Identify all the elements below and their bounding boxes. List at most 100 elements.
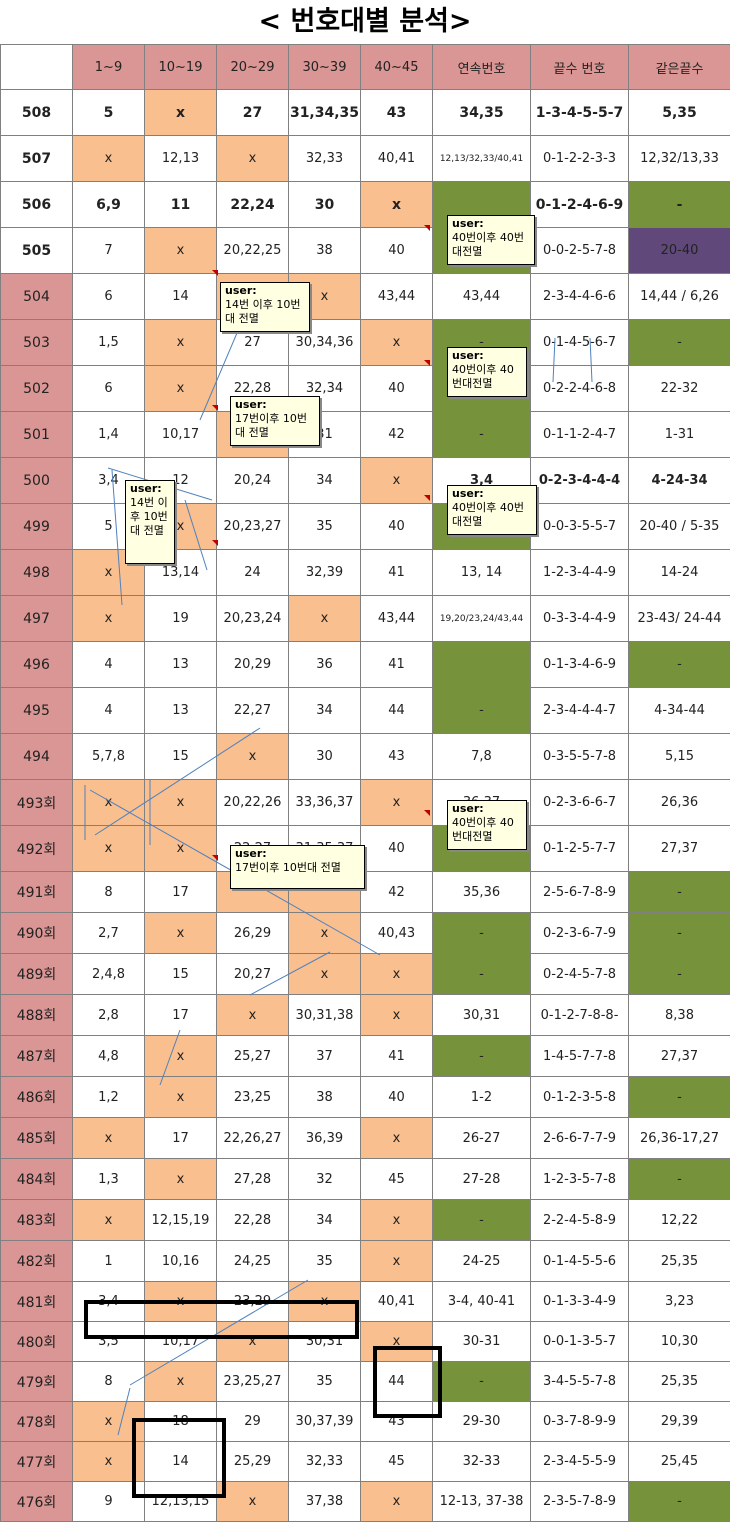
value-cell: 14 [145, 274, 217, 320]
column-header: 30~39 [289, 45, 361, 90]
value-cell: 2-3-4-5-5-9 [531, 1442, 629, 1482]
value-cell: 17 [145, 995, 217, 1036]
value-cell: 12,22 [629, 1200, 730, 1241]
value-cell: 38 [289, 1077, 361, 1118]
value-cell: x [217, 734, 289, 780]
value-cell: 34 [289, 458, 361, 504]
value-cell: x [145, 1036, 217, 1077]
value-cell: 4-24-34 [629, 458, 730, 504]
round-cell: 495 [1, 688, 73, 734]
value-cell: 33,36,37 [289, 780, 361, 826]
value-cell: 1 [73, 1241, 145, 1282]
value-cell: - [629, 1159, 730, 1200]
value-cell: x [73, 1402, 145, 1442]
comment-note[interactable]: user:17번이후 10번대 전멸 [230, 845, 365, 889]
round-cell: 483회 [1, 1200, 73, 1241]
value-cell: - [433, 412, 531, 458]
value-cell: 25,45 [629, 1442, 730, 1482]
value-cell: 10,16 [145, 1241, 217, 1282]
comment-note[interactable]: user:40번이후 40번대전멸 [447, 215, 535, 265]
value-cell: 41 [361, 642, 433, 688]
value-cell: 30,31,38 [289, 995, 361, 1036]
value-cell: 0-2-4-5-7-8 [531, 954, 629, 995]
comment-note[interactable]: user:17번이후 10번대 전멸 [230, 396, 320, 446]
value-cell: - [433, 1200, 531, 1241]
comment-note[interactable]: user:14번 이후 10번대 전멸 [220, 282, 310, 332]
comment-note[interactable]: user:14번 이후 10번 대 전멸 [125, 480, 175, 564]
value-cell: 4,8 [73, 1036, 145, 1077]
value-cell: 30,31 [289, 1322, 361, 1362]
value-cell: 19,20/23,24/43,44 [433, 596, 531, 642]
round-cell: 490회 [1, 913, 73, 954]
value-cell: 43,44 [433, 274, 531, 320]
value-cell: 0-1-2-2-3-3 [531, 136, 629, 182]
value-cell: 27,37 [629, 826, 730, 872]
value-cell: 4 [73, 688, 145, 734]
value-cell: 22,26,27 [217, 1118, 289, 1159]
value-cell: 0-3-7-8-9-9 [531, 1402, 629, 1442]
value-cell: 1-2-3-5-7-8 [531, 1159, 629, 1200]
value-cell: 32,39 [289, 550, 361, 596]
value-cell: x [361, 182, 433, 228]
value-cell: 0-1-3-3-4-9 [531, 1282, 629, 1322]
value-cell: 34,35 [433, 90, 531, 136]
comment-note[interactable]: user:40번이후 40번대전멸 [447, 347, 527, 397]
round-cell: 486회 [1, 1077, 73, 1118]
value-cell: 18 [145, 1402, 217, 1442]
value-cell: 30 [289, 734, 361, 780]
value-cell: 0-2-3-6-6-7 [531, 780, 629, 826]
value-cell: 23,25 [217, 1077, 289, 1118]
value-cell: 27,37 [629, 1036, 730, 1077]
value-cell: - [629, 872, 730, 913]
value-cell: 6 [73, 366, 145, 412]
round-cell: 503 [1, 320, 73, 366]
value-cell: 29 [217, 1402, 289, 1442]
round-cell: 498 [1, 550, 73, 596]
value-cell: 42 [361, 412, 433, 458]
value-cell: 8,38 [629, 995, 730, 1036]
value-cell: 0-2-3-4-4-4 [531, 458, 629, 504]
value-cell: 40 [361, 228, 433, 274]
value-cell: 10,17 [145, 412, 217, 458]
value-cell: 5,15 [629, 734, 730, 780]
round-cell: 501 [1, 412, 73, 458]
value-cell: x [217, 1482, 289, 1522]
value-cell: 45 [361, 1159, 433, 1200]
value-cell: 22-32 [629, 366, 730, 412]
round-cell: 484회 [1, 1159, 73, 1200]
value-cell: 40,41 [361, 1282, 433, 1322]
value-cell: 30 [289, 182, 361, 228]
value-cell: 13, 14 [433, 550, 531, 596]
value-cell: 23,29 [217, 1282, 289, 1322]
value-cell: x [361, 458, 433, 504]
value-cell: 27-28 [433, 1159, 531, 1200]
round-cell: 480회 [1, 1322, 73, 1362]
value-cell: x [289, 954, 361, 995]
value-cell: x [73, 1200, 145, 1241]
value-cell: 25,35 [629, 1241, 730, 1282]
value-cell: 2-3-4-4-4-7 [531, 688, 629, 734]
comment-note[interactable]: user:40번이후 40번대전멸 [447, 800, 527, 850]
value-cell: - [433, 1362, 531, 1402]
value-cell: 0-2-3-6-7-9 [531, 913, 629, 954]
column-header: 40~45 [361, 45, 433, 90]
round-cell: 493회 [1, 780, 73, 826]
value-cell: 14,44 / 6,26 [629, 274, 730, 320]
comment-note[interactable]: user:40번이후 40번대전멸 [447, 485, 537, 535]
